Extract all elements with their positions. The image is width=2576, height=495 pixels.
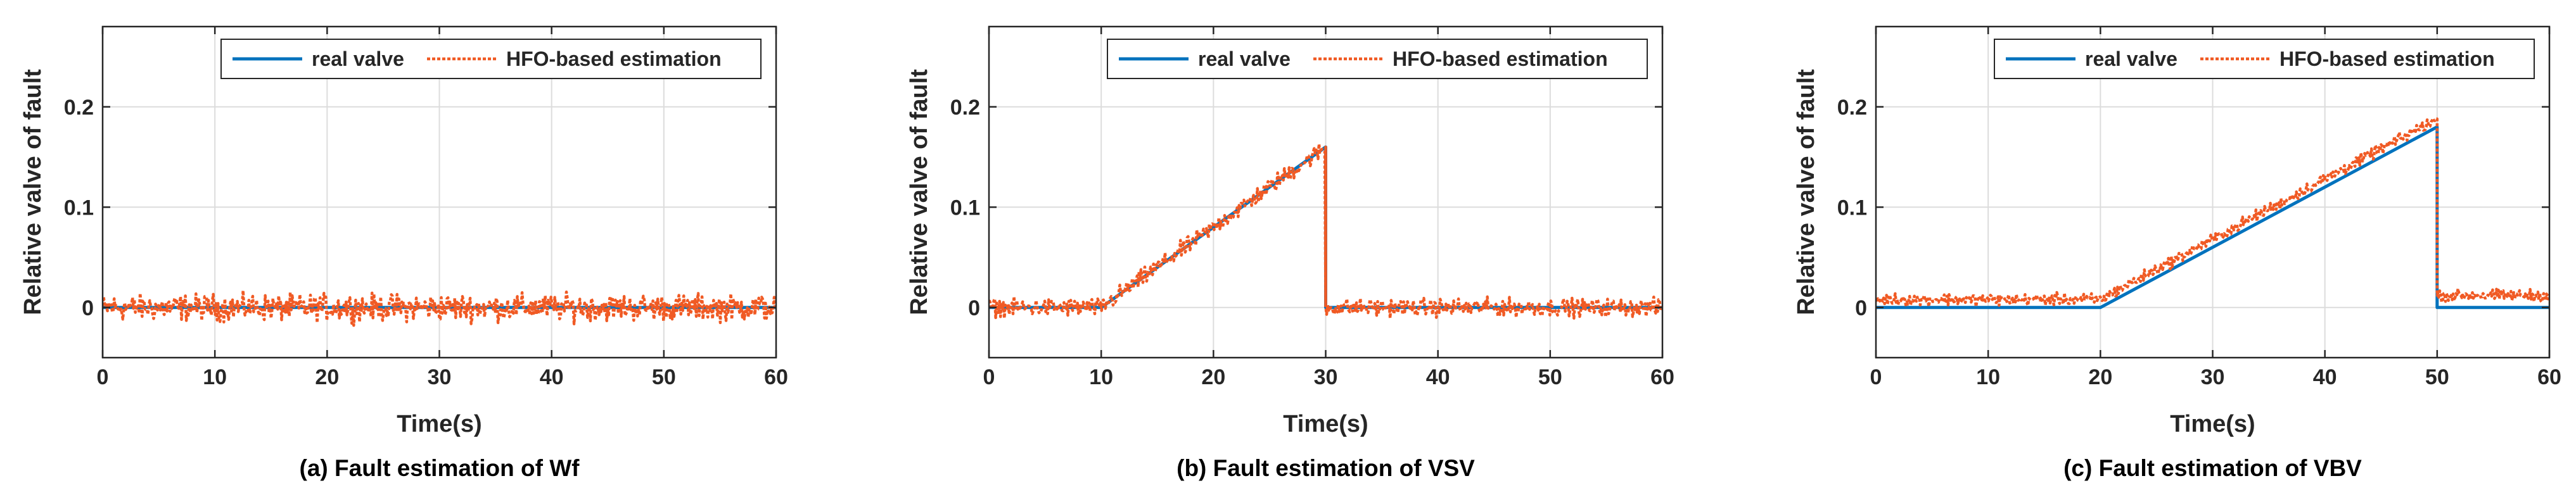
- subplot-1: 0 10 20 30 40 50 60 0 0.1 0.2 Time(s) Relative valv…: [20, 25, 788, 481]
- x-tick-label: 0: [1870, 365, 1882, 389]
- subplot-3: 0 10 20 30 40 50 60 0 0.1 0.2 Time(s) Relative valv…: [1793, 25, 2561, 481]
- y-tick-label: 0.1: [64, 196, 94, 220]
- panel-caption: (b) Fault estimation of VSV: [1176, 455, 1475, 481]
- y-axis-label: Relative valve of fault: [906, 69, 933, 315]
- series-real-valve: [1876, 125, 2549, 310]
- x-tick-label: 40: [1426, 365, 1450, 389]
- legend: real valve HFO-based estimation: [1107, 39, 1648, 79]
- y-tick-label: 0: [82, 296, 94, 320]
- panel-caption: (c) Fault estimation of VBV: [2063, 455, 2362, 481]
- x-tick-label: 10: [203, 365, 227, 389]
- y-tick-label: 0.2: [950, 96, 980, 120]
- x-tick-label: 30: [1314, 365, 1338, 389]
- x-axis-label: Time(s): [397, 411, 481, 437]
- x-tick-label: 10: [1976, 365, 2000, 389]
- legend-label-estimation: HFO-based estimation: [2280, 47, 2495, 70]
- x-tick-label: 40: [2313, 365, 2337, 389]
- x-tick-label: 50: [1538, 365, 1562, 389]
- x-tick-label: 60: [1650, 365, 1674, 389]
- y-tick-label: 0: [1855, 296, 1867, 320]
- y-tick-label: 0.2: [64, 96, 94, 120]
- x-tick-label: 50: [652, 365, 676, 389]
- y-tick-label: 0: [968, 296, 980, 320]
- subplot-2: 0 10 20 30 40 50 60 0 0.1 0.2 Time(s) Relative valv…: [906, 25, 1674, 481]
- x-tick-label: 40: [540, 365, 564, 389]
- series-hfo-estimation: [1876, 116, 2549, 308]
- y-tick-label: 0.1: [950, 196, 980, 220]
- y-axis-label: Relative valve of fault: [20, 69, 46, 315]
- x-tick-label: 30: [428, 365, 452, 389]
- legend-label-real: real valve: [2085, 47, 2177, 70]
- x-axis-label: Time(s): [2170, 411, 2255, 437]
- x-tick-label: 10: [1089, 365, 1113, 389]
- series-hfo-estimation: [103, 289, 776, 327]
- y-axis-label: Relative valve of fault: [1793, 69, 1820, 315]
- x-tick-label: 20: [2088, 365, 2112, 389]
- legend: real valve HFO-based estimation: [1994, 39, 2535, 79]
- legend: real valve HFO-based estimation: [220, 39, 762, 79]
- x-axis-label: Time(s): [1283, 411, 1368, 437]
- y-tick-label: 0.1: [1837, 196, 1867, 220]
- x-tick-label: 0: [983, 365, 995, 389]
- panel-caption: (a) Fault estimation of Wf: [300, 455, 580, 481]
- legend-label-real: real valve: [1198, 47, 1291, 70]
- x-tick-label: 50: [2425, 365, 2449, 389]
- legend-label-real: real valve: [312, 47, 404, 70]
- series-hfo-estimation: [989, 142, 1662, 320]
- x-tick-label: 60: [764, 365, 788, 389]
- y-tick-label: 0.2: [1837, 96, 1867, 120]
- x-tick-label: 20: [315, 365, 339, 389]
- legend-label-estimation: HFO-based estimation: [1393, 47, 1608, 70]
- x-tick-label: 20: [1201, 365, 1225, 389]
- x-tick-label: 30: [2201, 365, 2225, 389]
- x-tick-label: 60: [2537, 365, 2561, 389]
- legend-label-estimation: HFO-based estimation: [506, 47, 722, 70]
- x-tick-label: 0: [97, 365, 109, 389]
